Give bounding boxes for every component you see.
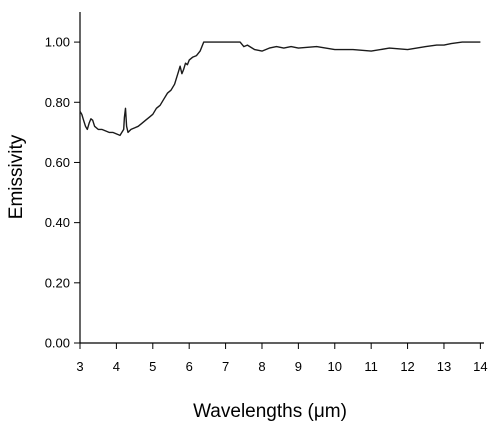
emissivity-series-line <box>79 41 481 137</box>
x-ticks: 3 4 5 6 7 8 9 10 11 12 13 14 <box>76 343 488 374</box>
x-tick-label: 4 <box>113 359 120 374</box>
y-tick-label: 0.60 <box>45 155 70 170</box>
y-tick-label: 0.20 <box>45 275 70 290</box>
x-tick-label: 6 <box>186 359 193 374</box>
x-tick-label: 12 <box>400 359 414 374</box>
plot-area <box>79 12 484 344</box>
series-layer <box>79 41 481 137</box>
x-tick-label: 10 <box>328 359 342 374</box>
y-tick-label: 1.00 <box>45 35 70 50</box>
x-tick-label: 8 <box>258 359 265 374</box>
y-tick-label: 0.40 <box>45 215 70 230</box>
x-axis-title: Wavelengths (μm) <box>193 401 347 422</box>
x-tick-label: 5 <box>149 359 156 374</box>
x-tick-label: 7 <box>222 359 229 374</box>
y-tick-label: 0.00 <box>45 336 70 351</box>
x-tick-label: 9 <box>295 359 302 374</box>
x-tick-label: 14 <box>473 359 487 374</box>
y-axis-title: Emissivity <box>6 134 27 219</box>
y-ticks: 0.00 0.20 0.40 0.60 0.80 1.00 <box>45 35 80 351</box>
x-tick-label: 3 <box>76 359 83 374</box>
x-tick-label: 11 <box>364 359 378 374</box>
y-tick-label: 0.80 <box>45 95 70 110</box>
x-tick-label: 13 <box>437 359 451 374</box>
